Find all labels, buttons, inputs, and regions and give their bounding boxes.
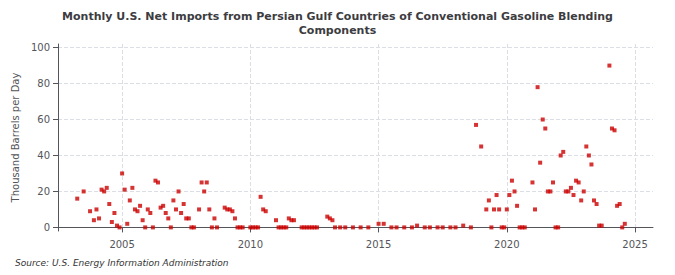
svg-text:2005: 2005	[109, 239, 134, 250]
svg-text:Source: U.S. Energy Informatio: Source: U.S. Energy Information Administ…	[15, 258, 229, 268]
svg-text:60: 60	[37, 114, 50, 125]
svg-text:Monthly U.S. Net Imports from: Monthly U.S. Net Imports from Persian Gu…	[62, 10, 613, 23]
svg-text:2010: 2010	[238, 239, 263, 250]
svg-text:0: 0	[44, 222, 50, 233]
svg-text:80: 80	[37, 78, 50, 89]
svg-text:2025: 2025	[622, 239, 647, 250]
svg-text:2020: 2020	[494, 239, 519, 250]
svg-text:Thousand Barrels per Day: Thousand Barrels per Day	[10, 73, 21, 204]
svg-text:40: 40	[37, 150, 50, 161]
svg-text:20: 20	[37, 186, 50, 197]
svg-text:100: 100	[31, 42, 50, 53]
svg-text:2015: 2015	[366, 239, 391, 250]
svg-text:Components: Components	[299, 24, 377, 37]
